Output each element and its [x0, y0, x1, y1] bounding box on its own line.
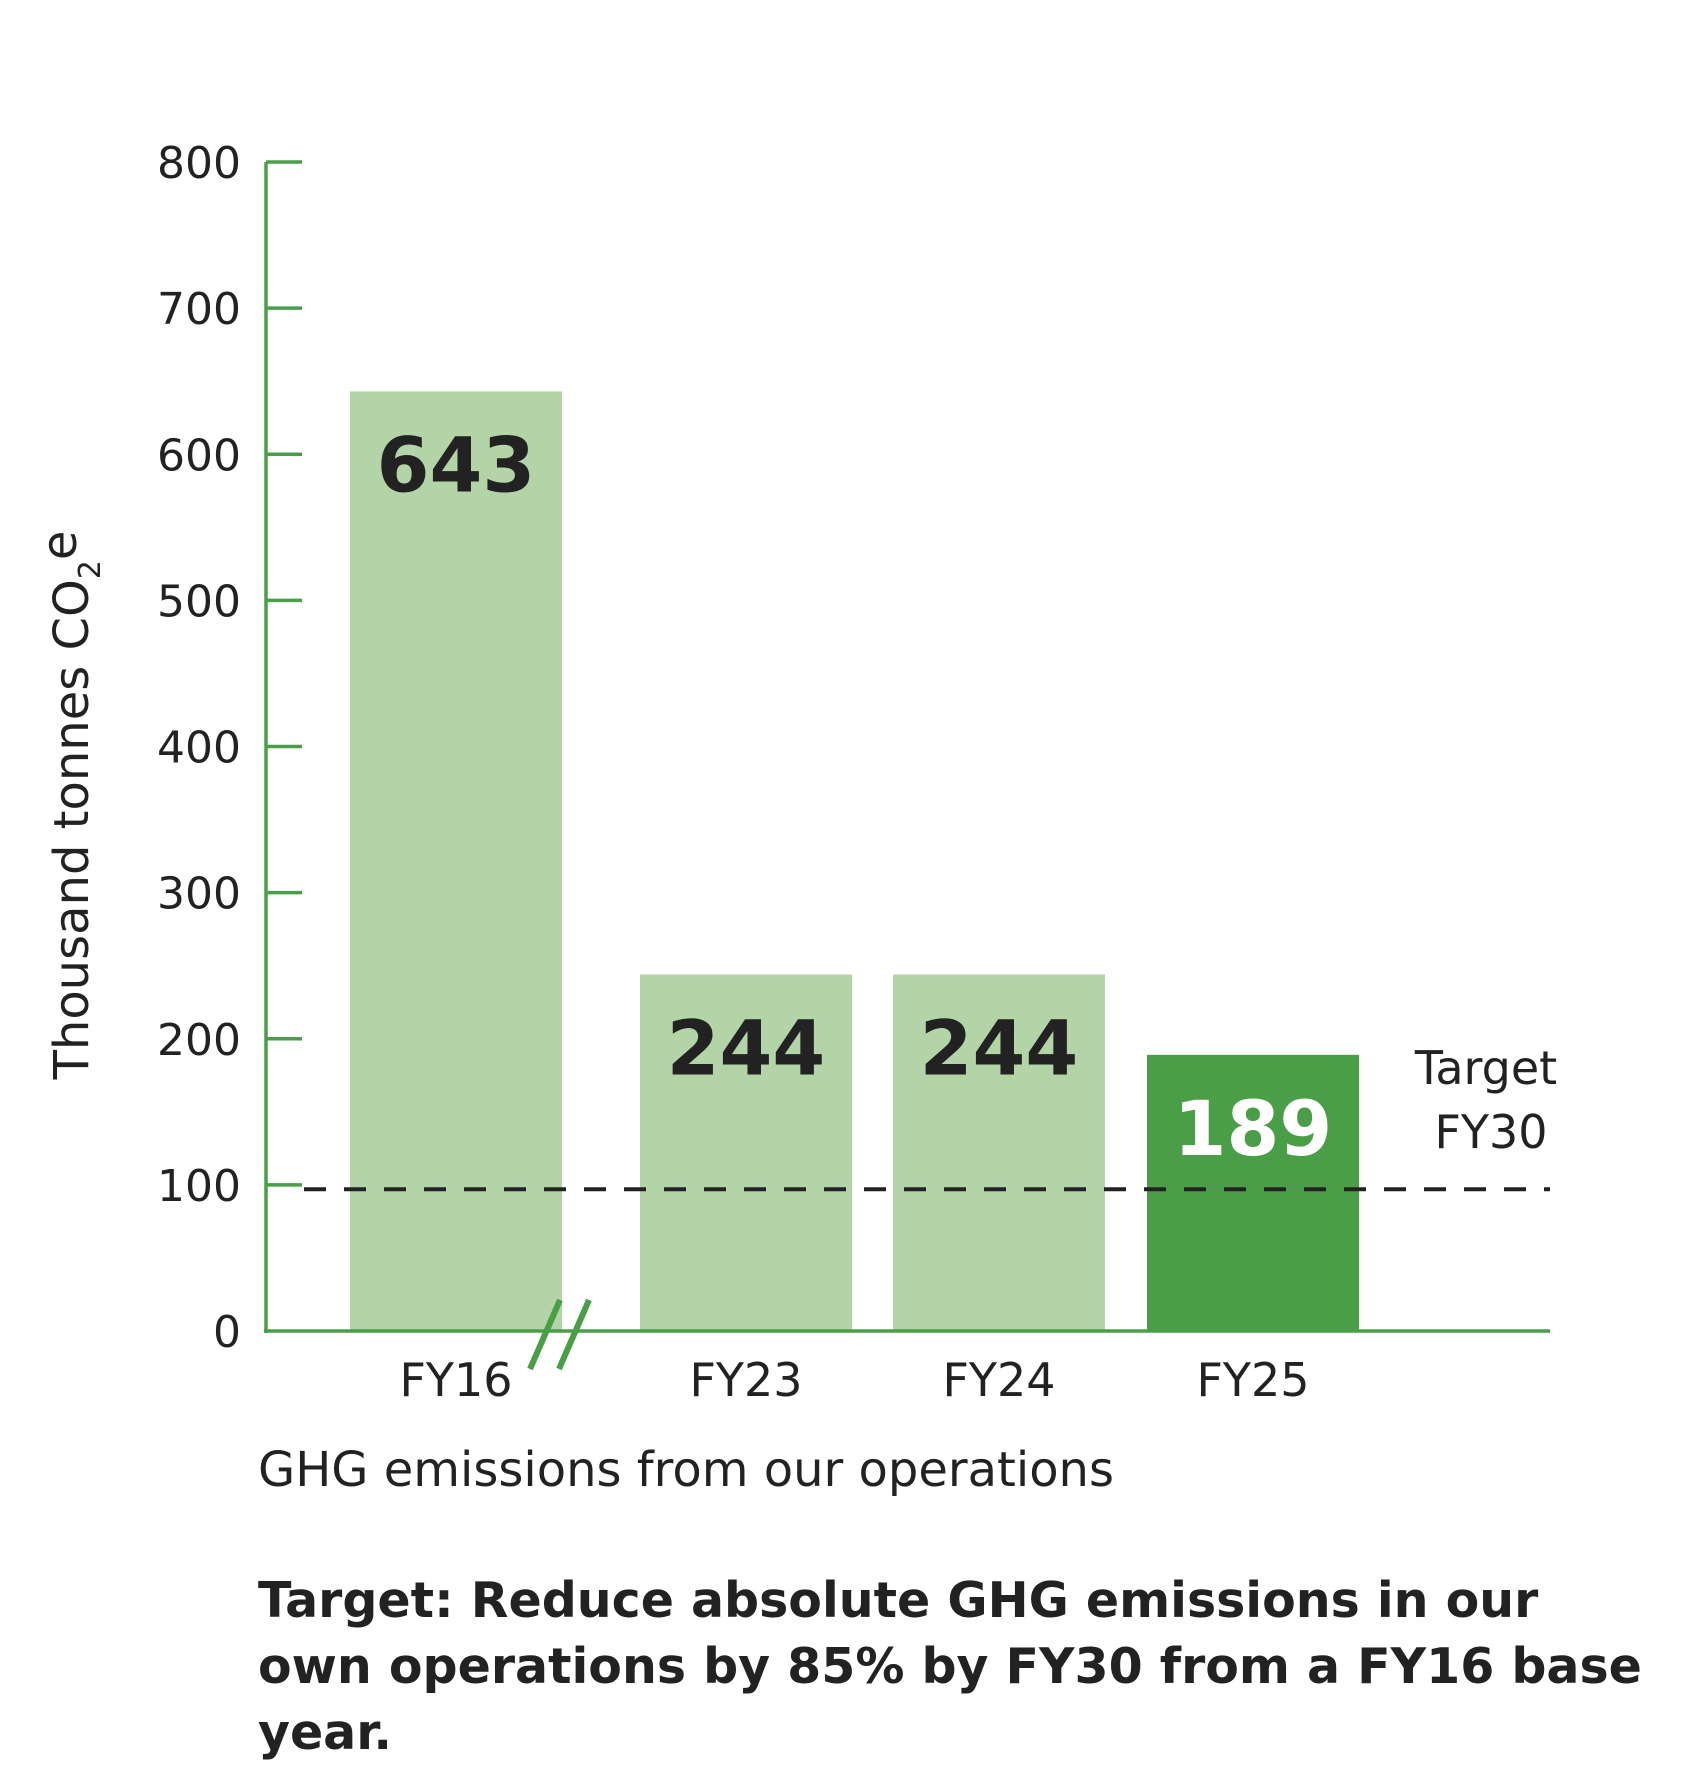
value-label-fy16: 643 — [377, 420, 536, 509]
target-reference-line-group: Target FY30 — [304, 1041, 1557, 1192]
bar-fy24 — [893, 974, 1105, 1331]
axis-break-slash — [556, 1298, 592, 1371]
y-tick-label: 300 — [157, 869, 241, 920]
y-tick-label: 0 — [213, 1307, 241, 1358]
value-label-fy25: 189 — [1174, 1084, 1333, 1173]
category-label-fy23: FY23 — [689, 1353, 802, 1407]
y-tick-label: 800 — [157, 138, 241, 189]
y-tick-label: 200 — [157, 1015, 241, 1066]
target-label-line1: Target — [1414, 1041, 1557, 1095]
x-axis-category-labels: FY16 FY23 FY24 FY25 — [399, 1353, 1309, 1407]
category-label-fy24: FY24 — [942, 1353, 1055, 1407]
bar-value-labels: 643 244 244 189 — [377, 420, 1333, 1172]
chart-title: GHG emissions from our operations — [258, 1442, 1114, 1498]
y-tick-label: 700 — [157, 284, 241, 335]
value-label-fy24: 244 — [920, 1003, 1079, 1092]
target-label-line2: FY30 — [1434, 1105, 1547, 1159]
axis-break-slash — [527, 1298, 563, 1371]
y-axis-title-main: Thousand tonnes CO — [44, 579, 100, 1080]
bar-fy23 — [640, 974, 852, 1331]
y-axis-title: Thousand tonnes CO2e — [32, 531, 108, 1081]
y-tick-label: 400 — [157, 723, 241, 774]
y-axis-title-subscript: 2 — [73, 560, 108, 579]
y-tick-label: 500 — [157, 576, 241, 627]
y-axis-ticks: 0 100 200 300 400 500 600 700 800 — [157, 138, 302, 1358]
bar-fy16 — [350, 391, 562, 1331]
bar-fy25 — [1147, 1054, 1359, 1331]
bars — [350, 391, 1359, 1331]
target-statement: Target: Reduce absolute GHG emissions in… — [258, 1572, 1642, 1761]
category-label-fy25: FY25 — [1196, 1353, 1309, 1407]
y-axis-title-suffix: e — [32, 531, 88, 561]
value-label-fy23: 244 — [667, 1003, 826, 1092]
category-label-fy16: FY16 — [399, 1353, 512, 1407]
axis-break-marker — [527, 1298, 592, 1371]
y-tick-label: 100 — [157, 1161, 241, 1212]
y-tick-label: 600 — [157, 430, 241, 481]
